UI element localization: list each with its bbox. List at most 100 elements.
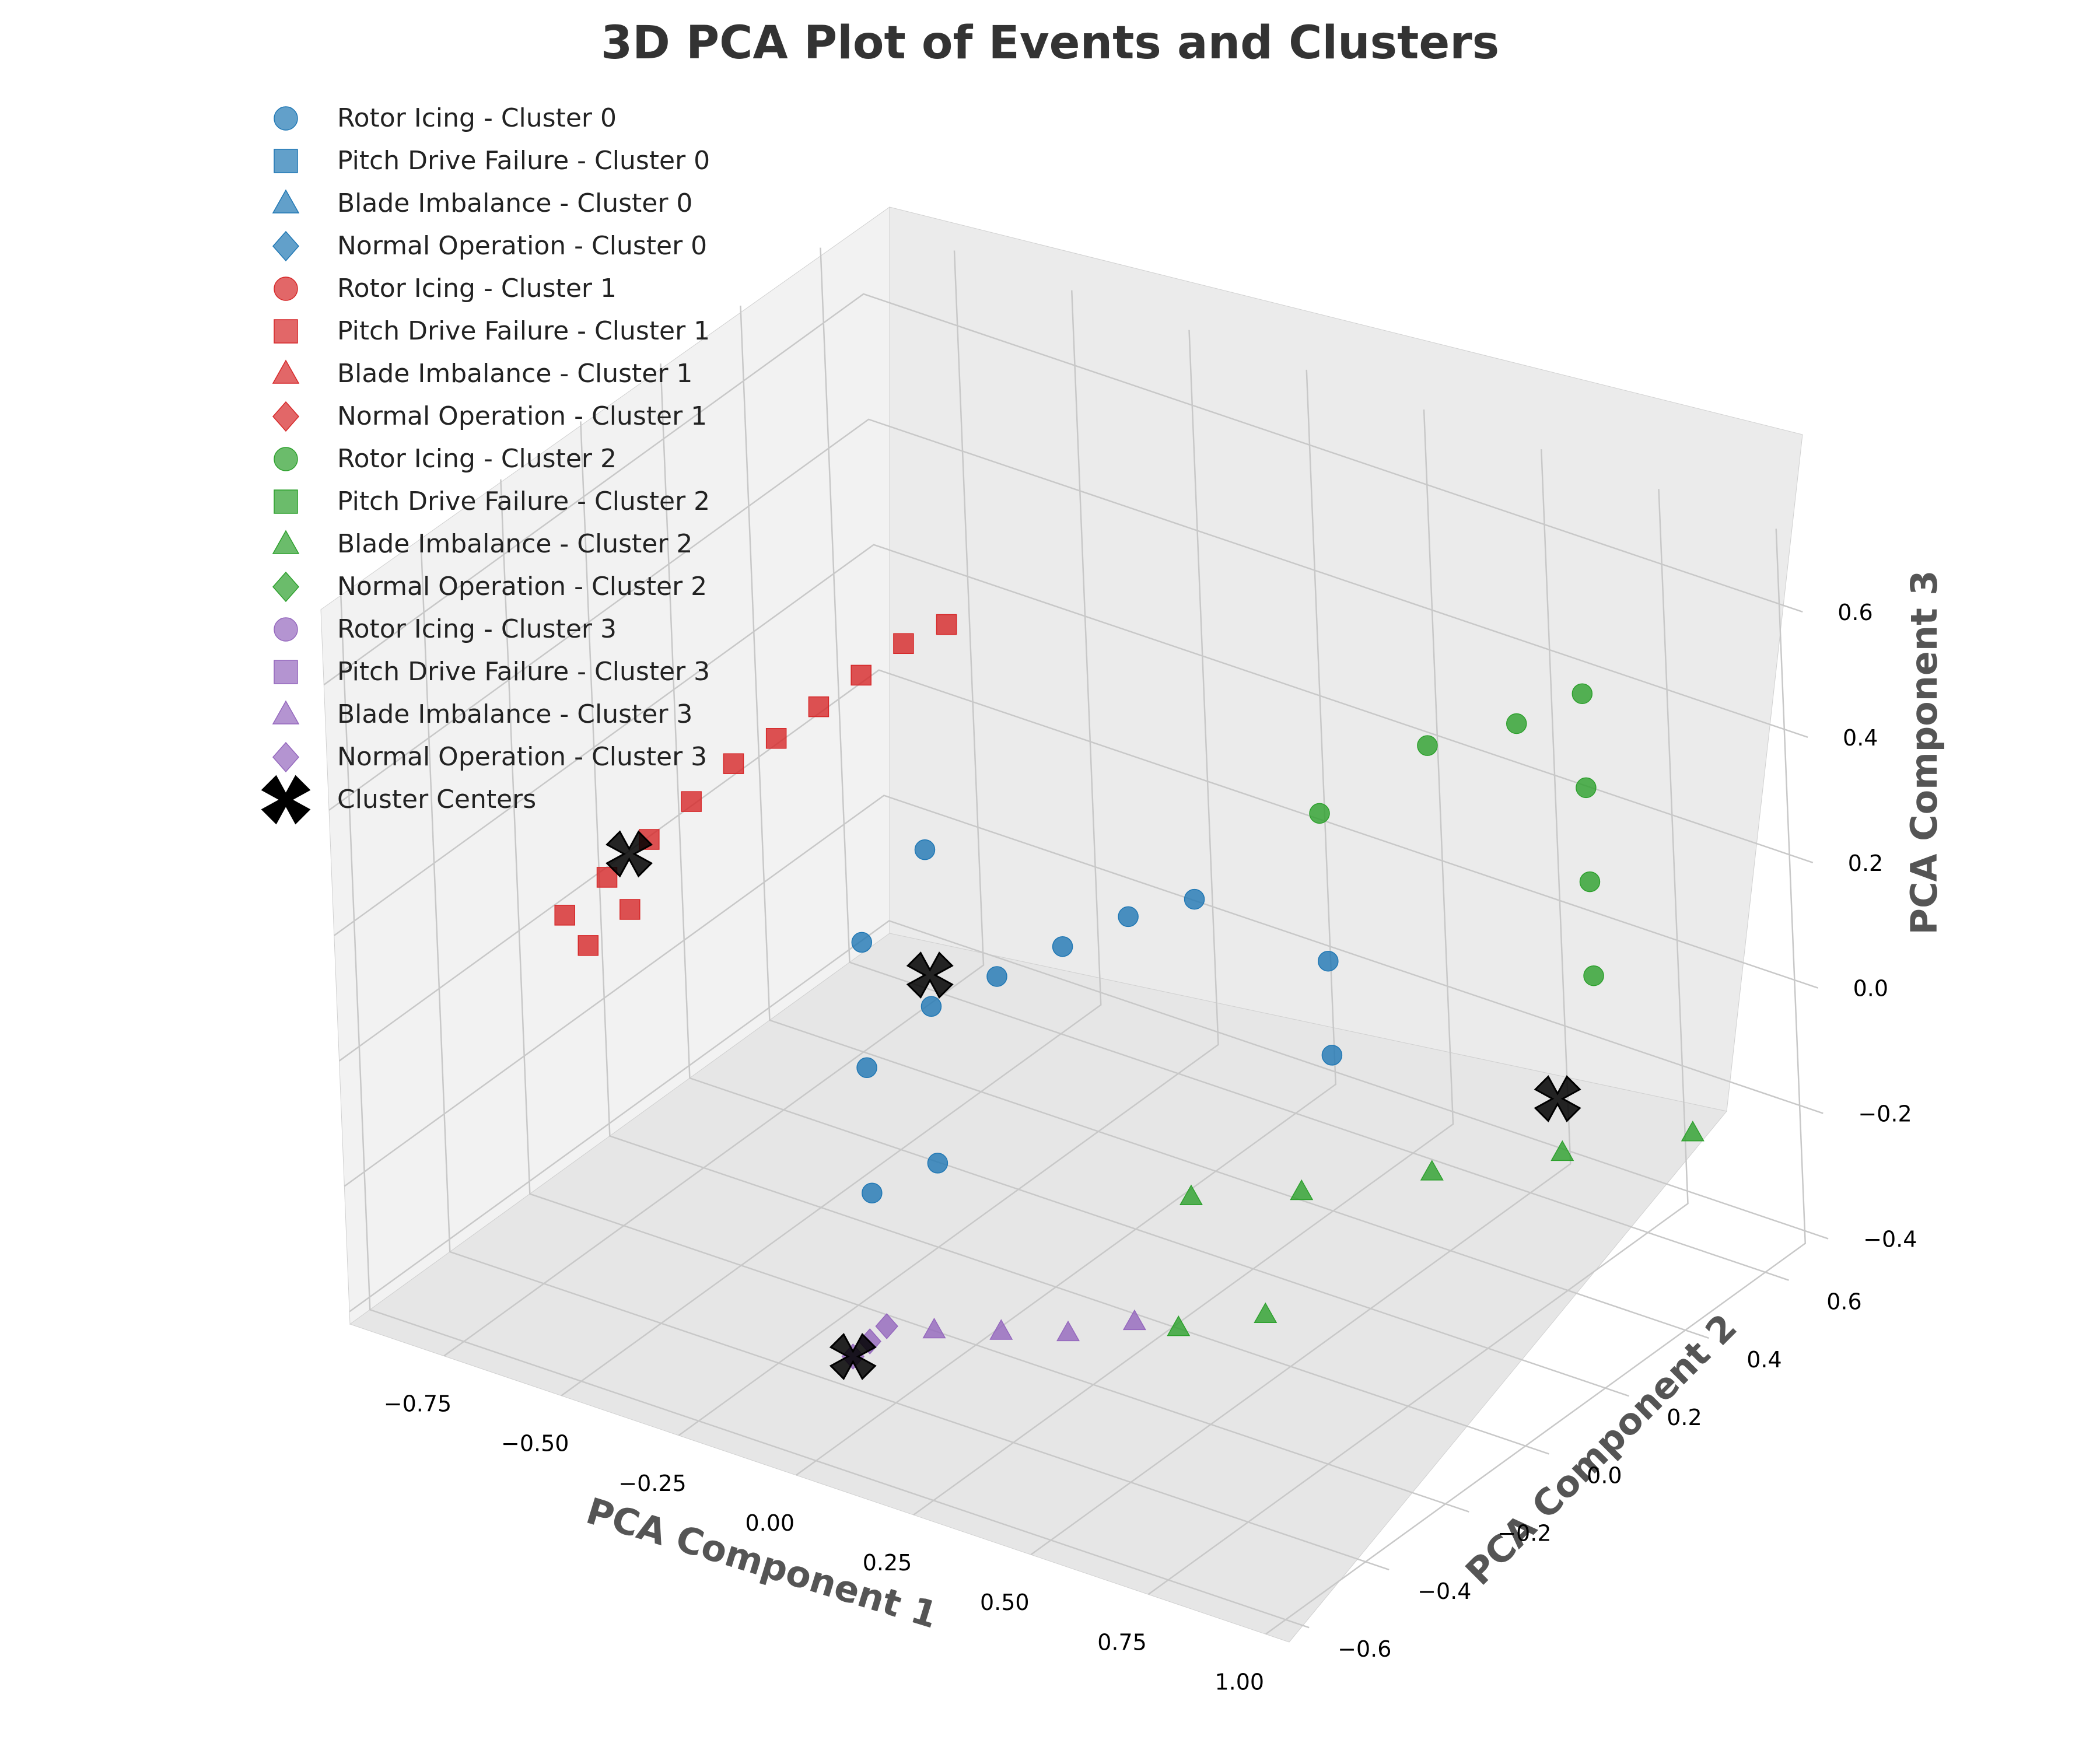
legend-item: Normal Operation - Cluster 3	[272, 741, 707, 773]
data-point	[1290, 1179, 1314, 1200]
data-point	[1122, 1309, 1146, 1331]
data-point	[989, 1319, 1013, 1340]
z-grid-line	[328, 418, 1808, 811]
y-grid-line	[420, 537, 1390, 1571]
x-tick-label: −0.75	[384, 1391, 452, 1417]
legend-label: Cluster Centers	[337, 785, 536, 814]
data-point	[1052, 936, 1073, 957]
z-axis-label: PCA Component 3	[1903, 570, 1945, 935]
legend-item: Rotor Icing - Cluster 2	[274, 444, 617, 474]
square-marker-icon	[274, 660, 298, 684]
legend-item: Rotor Icing - Cluster 1	[274, 274, 617, 303]
data-point	[1056, 1320, 1080, 1342]
circle-marker-icon	[274, 617, 298, 642]
legend: Rotor Icing - Cluster 0 Pitch Drive Failu…	[261, 103, 710, 825]
legend-label: Rotor Icing - Cluster 1	[337, 274, 617, 303]
legend-item: Pitch Drive Failure - Cluster 3	[274, 657, 710, 687]
data-point	[1550, 1140, 1574, 1161]
data-point	[578, 935, 599, 956]
data-point	[1417, 735, 1438, 756]
z-grid-line	[349, 920, 1829, 1312]
legend-item: Pitch Drive Failure - Cluster 1	[274, 316, 710, 346]
diamond-marker-icon	[272, 401, 299, 432]
data-point	[1167, 1315, 1191, 1336]
data-point	[681, 791, 702, 812]
data-point	[1254, 1302, 1278, 1324]
legend-label: Rotor Icing - Cluster 2	[337, 444, 617, 474]
chart-title: 3D PCA Plot of Events and Clusters	[601, 17, 1499, 69]
data-point	[1420, 1160, 1444, 1181]
legend-item: Blade Imbalance - Cluster 0	[272, 188, 692, 218]
cluster-center-marker	[1534, 1075, 1581, 1123]
z-grid-line	[323, 293, 1803, 685]
x-tick-label: 0.75	[1097, 1629, 1147, 1655]
y-tick-label: 0.2	[1667, 1405, 1702, 1430]
data-point	[1184, 888, 1205, 910]
data-point	[862, 1182, 883, 1203]
x-tick-label: 1.00	[1214, 1669, 1264, 1695]
data-point	[1681, 1121, 1704, 1142]
triangle-marker-icon	[272, 359, 300, 384]
y-grid-line	[820, 247, 1789, 1281]
data-point	[1583, 965, 1604, 986]
data-point	[1576, 777, 1597, 799]
data-point	[1506, 713, 1527, 734]
x-tick-label: −0.25	[618, 1471, 686, 1496]
data-point	[1572, 683, 1593, 704]
z-tick-label: −0.4	[1863, 1227, 1917, 1252]
y-grid-line	[660, 363, 1629, 1397]
z-tick-label: 0.4	[1843, 725, 1878, 751]
legend-label: Pitch Drive Failure - Cluster 1	[337, 316, 710, 346]
data-point	[1321, 1045, 1343, 1066]
y-tick-label: 0.0	[1587, 1462, 1622, 1488]
legend-item: Normal Operation - Cluster 2	[272, 571, 707, 603]
legend-item: Blade Imbalance - Cluster 3	[272, 699, 692, 729]
y-tick-label: −0.6	[1338, 1636, 1391, 1662]
cluster-centers	[606, 830, 1581, 1380]
data-point	[856, 1057, 877, 1079]
legend-item: Pitch Drive Failure - Cluster 2	[274, 487, 710, 516]
y-tick-label: 0.4	[1746, 1347, 1782, 1373]
triangle-marker-icon	[272, 530, 300, 554]
legend-item: Cluster Centers	[261, 775, 536, 825]
data-point	[620, 899, 640, 920]
data-point	[936, 614, 957, 635]
x-tick-label: −0.50	[501, 1431, 569, 1457]
x-tick-label: 0.00	[745, 1510, 794, 1536]
z-grid-line	[344, 794, 1824, 1187]
y-tick-label: −0.4	[1418, 1578, 1471, 1604]
legend-item: Normal Operation - Cluster 0	[272, 230, 707, 262]
legend-item: Pitch Drive Failure - Cluster 0	[274, 146, 710, 176]
x-marker-icon	[261, 775, 311, 825]
x-tick-label: 0.50	[980, 1590, 1030, 1615]
legend-label: Normal Operation - Cluster 0	[337, 231, 707, 261]
legend-label: Rotor Icing - Cluster 3	[337, 614, 617, 644]
data-point	[922, 1317, 946, 1339]
data-point	[875, 1313, 898, 1339]
y-grid-line	[580, 421, 1549, 1455]
legend-label: Normal Operation - Cluster 1	[337, 401, 707, 431]
diamond-marker-icon	[272, 741, 299, 773]
y-tick-label: 0.6	[1826, 1289, 1861, 1315]
data-point	[765, 728, 787, 749]
data-point	[893, 633, 914, 654]
legend-label: Blade Imbalance - Cluster 3	[337, 699, 692, 729]
circle-marker-icon	[274, 447, 298, 471]
cluster-center-marker	[829, 1333, 877, 1380]
data-point	[554, 905, 575, 926]
legend-label: Normal Operation - Cluster 2	[337, 572, 707, 601]
circle-marker-icon	[274, 106, 298, 131]
tick-labels: −0.75 −0.50 −0.25 0.00 0.25 0.50 0.75 1.00 −0.6 −…	[384, 600, 1917, 1695]
data-point	[986, 966, 1007, 987]
data-point	[808, 696, 830, 718]
data-point	[1118, 906, 1139, 928]
circle-marker-icon	[274, 276, 298, 301]
y-grid-line	[500, 479, 1469, 1513]
triangle-marker-icon	[272, 700, 300, 724]
data-point	[927, 1153, 949, 1174]
legend-label: Pitch Drive Failure - Cluster 0	[337, 146, 710, 176]
z-tick-label: 0.0	[1853, 976, 1888, 1002]
y-grid-line	[340, 595, 1310, 1629]
legend-item: Normal Operation - Cluster 1	[272, 401, 707, 432]
